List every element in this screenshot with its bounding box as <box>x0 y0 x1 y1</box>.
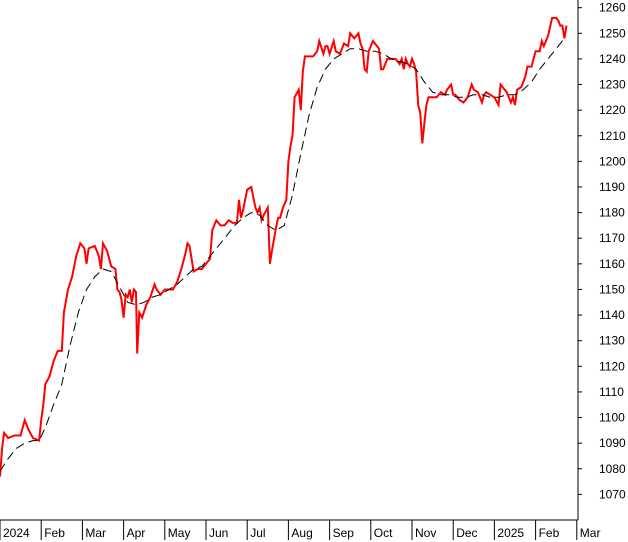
y-tick-label: 1090 <box>599 436 626 450</box>
x-tick-label: Mar <box>580 526 601 540</box>
x-tick-label: Nov <box>415 526 436 540</box>
moving-average-line <box>0 38 565 472</box>
y-tick-label: 1260 <box>599 1 626 15</box>
y-tick-label: 1240 <box>599 52 626 66</box>
y-tick-label: 1210 <box>599 129 626 143</box>
y-axis: 1070 1080 1090 1100 1110 1120 1130 1140 1150 1160… <box>578 1 626 501</box>
x-tick-label: Sep <box>333 526 355 540</box>
y-tick-label: 1250 <box>599 26 626 40</box>
series-layer <box>0 16 568 477</box>
y-tick-label: 1190 <box>599 180 625 194</box>
x-tick-label: Jul <box>250 526 265 540</box>
x-tick-label: Mar <box>85 526 106 540</box>
x-tick-label: Apr <box>127 526 146 540</box>
y-tick-label: 1080 <box>599 462 626 476</box>
y-tick-label: 1100 <box>599 411 625 425</box>
y-tick-label: 1120 <box>599 359 625 373</box>
x-tick-label: Oct <box>374 526 393 540</box>
x-tick-label: Jun <box>209 526 228 540</box>
y-tick-label: 1140 <box>599 308 625 322</box>
x-tick-label: 2025 <box>497 526 524 540</box>
y-tick-label: 1070 <box>599 487 626 501</box>
x-axis: 2024 Feb Mar Apr May Jun Jul Aug Sep Oct Nov Dec 202… <box>0 520 600 540</box>
y-tick-label: 1180 <box>599 206 625 220</box>
x-tick-label: Dec <box>456 526 477 540</box>
y-tick-label: 1130 <box>599 334 625 348</box>
y-tick-label: 1200 <box>599 154 626 168</box>
x-tick-label: Feb <box>539 526 560 540</box>
y-tick-label: 1220 <box>599 103 626 117</box>
x-tick-label: May <box>168 526 191 540</box>
y-tick-label: 1170 <box>599 231 625 245</box>
price-line <box>0 16 568 477</box>
y-tick-label: 1150 <box>599 282 625 296</box>
y-tick-label: 1160 <box>599 257 625 271</box>
x-tick-label: 2024 <box>3 526 30 540</box>
x-tick-label: Feb <box>44 526 65 540</box>
x-tick-label: Aug <box>291 526 312 540</box>
y-tick-label: 1230 <box>599 78 626 92</box>
y-tick-label: 1110 <box>599 385 624 399</box>
